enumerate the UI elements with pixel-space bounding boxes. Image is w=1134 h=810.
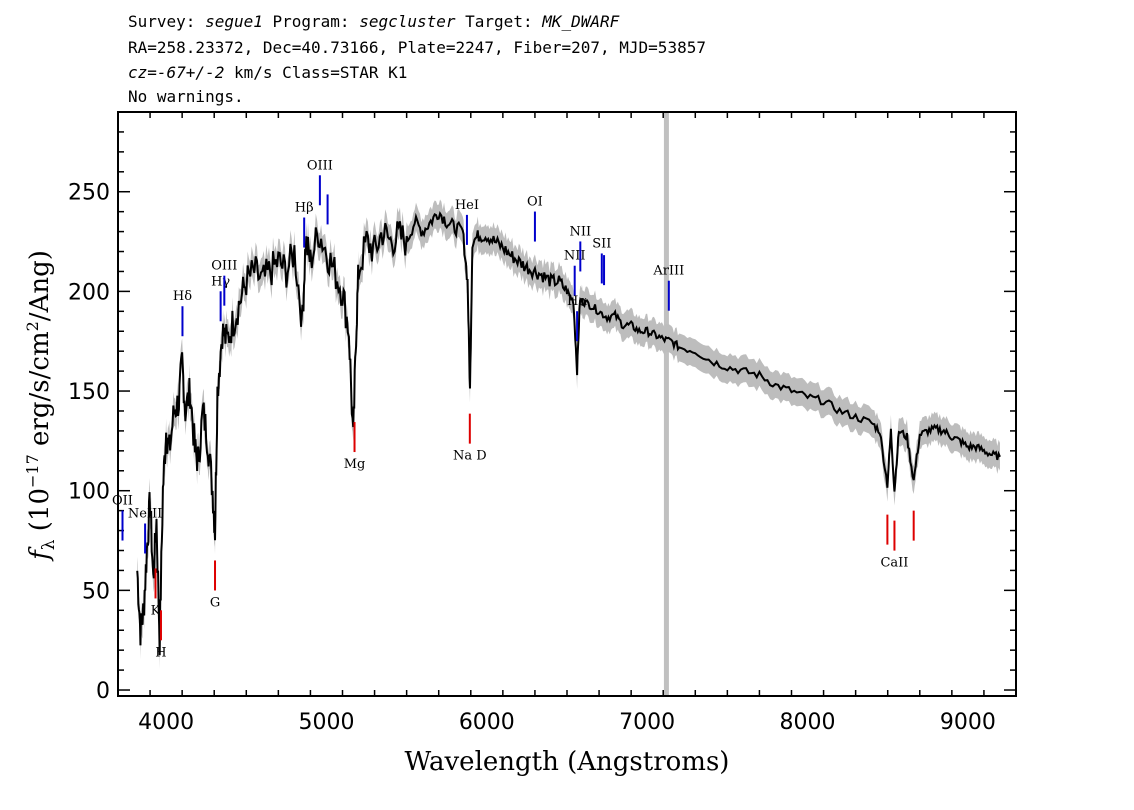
y-tick-label: 100 (68, 480, 110, 505)
y-tick-label: 50 (82, 579, 110, 604)
header-line-4: No warnings. (128, 87, 244, 106)
target-label: Target: (455, 12, 543, 31)
spectral-line-label: OIII (307, 158, 333, 173)
spectral-line-label: Mg (344, 457, 366, 472)
spectral-line-label: Hα (567, 294, 587, 309)
spectral-line-label: OIII (211, 259, 237, 274)
x-tick-label: 9000 (940, 710, 996, 735)
y-tick-label: 0 (96, 679, 110, 704)
header-line-3: cz=-67+/-2 km/s Class=STAR K1 (128, 63, 407, 83)
survey-label: Survey: (128, 12, 206, 31)
spectral-line-label: HeI (455, 198, 479, 213)
program-value: segcluster (359, 12, 456, 31)
spectral-line-label: Hγ (211, 274, 230, 289)
error-band (137, 199, 1000, 670)
x-axis-title: Wavelength (Angstroms) (405, 747, 730, 777)
header-line-1: Survey: segue1 Program: segcluster Targe… (128, 12, 619, 32)
spectral-line-label: SII (592, 236, 611, 251)
survey-value: segue1 (205, 12, 263, 31)
spectral-line-label: NeIII (128, 506, 162, 521)
spectral-line-label: Hβ (295, 201, 314, 216)
spectral-line-label: Hδ (173, 289, 192, 304)
x-tick-label: 8000 (780, 710, 836, 735)
spectral-line-label: K (151, 603, 161, 618)
spectrum-line (136, 211, 1001, 656)
x-tick-label: 6000 (459, 710, 515, 735)
x-tick-label: 4000 (138, 710, 194, 735)
spectral-line-label: OII (112, 494, 133, 509)
y-tick-label: 250 (68, 181, 110, 206)
spectral-line-label: H (155, 645, 166, 660)
spectral-line-label: CaII (880, 556, 908, 571)
class-text: km/s Class=STAR K1 (224, 63, 408, 82)
target-value: MK_DWARF (542, 12, 620, 31)
spectral-line-label: OI (527, 195, 543, 210)
header-line-2: RA=258.23372, Dec=40.73166, Plate=2247, … (128, 38, 706, 57)
x-tick-label: 7000 (619, 710, 675, 735)
spectral-line-label: Na D (453, 449, 487, 464)
spectral-line-label: NII (564, 249, 586, 264)
y-axis-title: fλ (10−17 erg/s/cm2/Ang) (23, 250, 59, 562)
y-tick-label: 150 (68, 380, 110, 405)
x-tick-label: 5000 (298, 710, 354, 735)
spectral-line-label: NII (569, 224, 591, 239)
plot-frame (117, 111, 1017, 697)
cz-value: cz=-67+/-2 (128, 63, 225, 82)
y-tick-label: 200 (68, 280, 110, 305)
program-label: Program: (262, 12, 360, 31)
spectral-line-label: ArIII (652, 264, 684, 279)
spectral-line-label: G (210, 595, 220, 610)
